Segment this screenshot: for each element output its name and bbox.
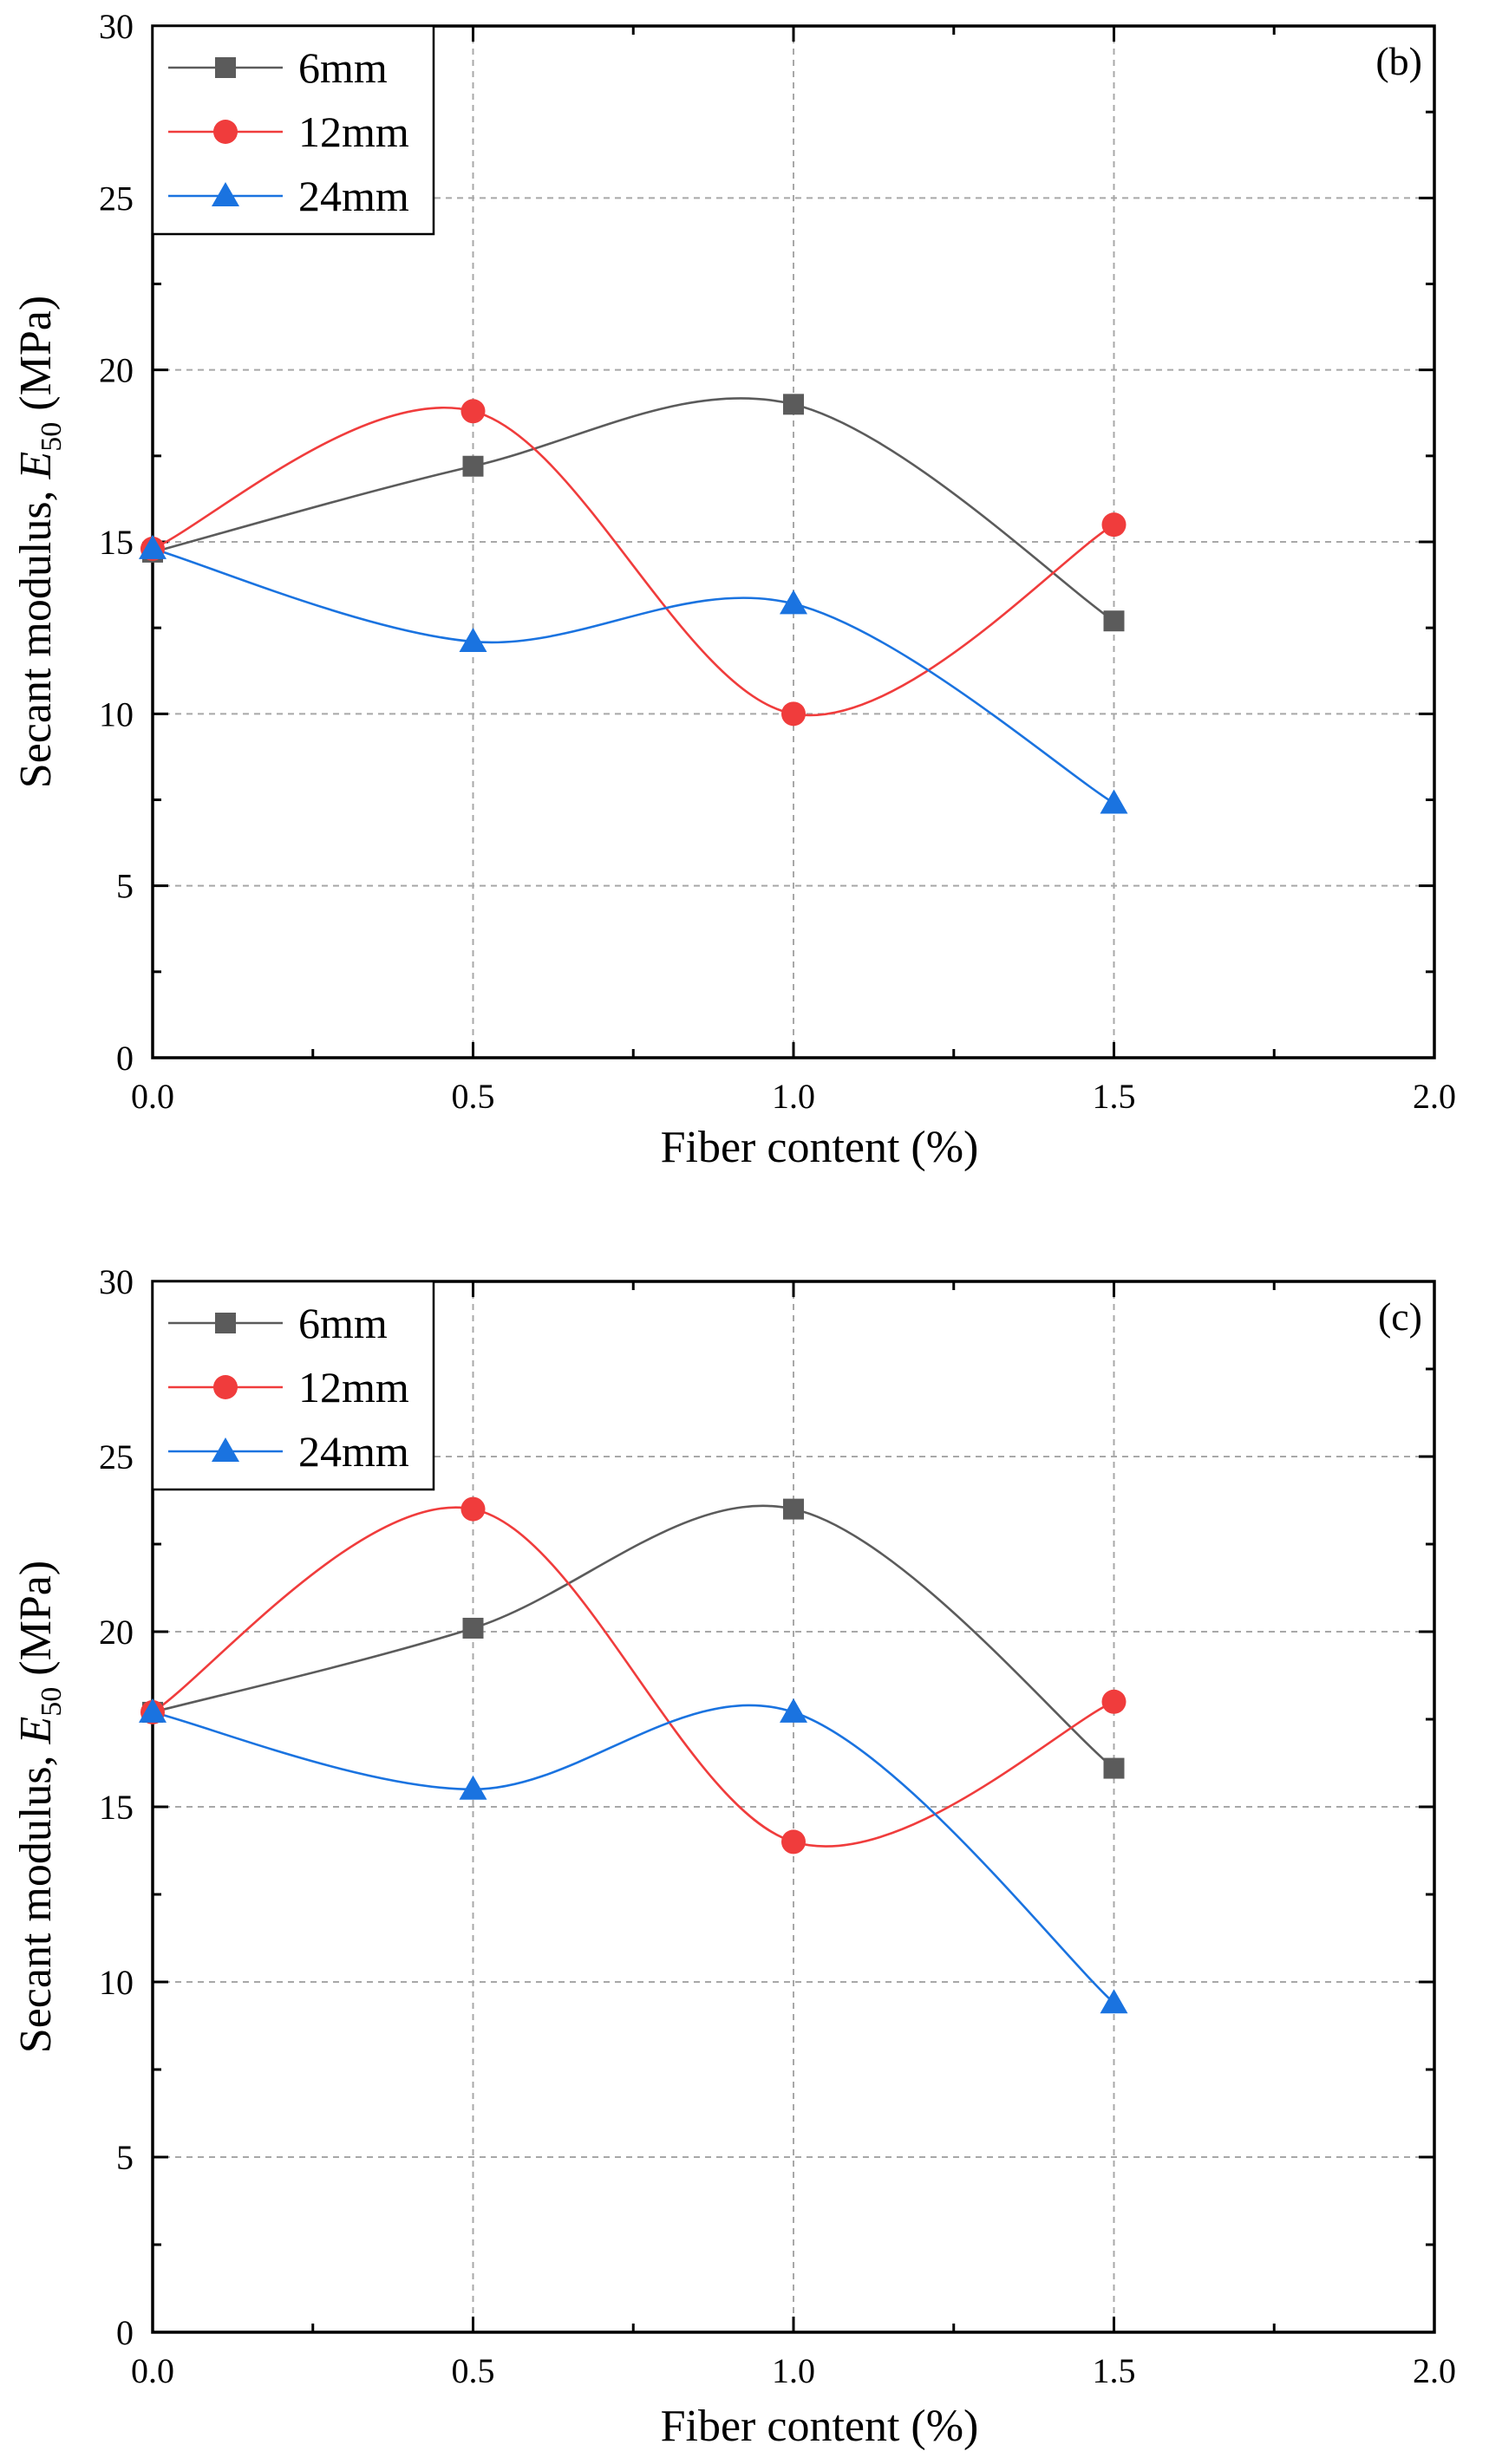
x-axis-label: Fiber content (%) <box>661 2402 979 2451</box>
y-axis-label-suffix: (MPa) <box>11 296 61 422</box>
x-tick-label: 0.5 <box>452 2351 495 2390</box>
data-point-12mm <box>1101 1689 1127 1714</box>
x-tick-label: 0.0 <box>131 2351 174 2390</box>
series-line-6mm <box>152 397 1115 623</box>
y-tick-label: 0 <box>116 2313 134 2352</box>
x-tick-label: 1.5 <box>1093 2351 1136 2390</box>
legend-marker-12mm <box>213 1375 238 1399</box>
series-line-12mm <box>152 406 1115 717</box>
x-tick-label: 0.0 <box>131 1077 174 1116</box>
data-point-24mm <box>780 590 807 615</box>
legend-label-12mm: 12mm <box>298 108 409 156</box>
data-point-12mm <box>781 701 806 727</box>
legend-label-24mm: 24mm <box>298 1427 409 1476</box>
x-tick-label: 2.0 <box>1413 1077 1456 1116</box>
x-tick-label: 1.5 <box>1093 1077 1136 1116</box>
legend-marker-12mm <box>213 120 238 144</box>
y-tick-label: 30 <box>99 1262 134 1301</box>
y-tick-label: 20 <box>99 351 134 390</box>
data-point-6mm <box>1103 610 1125 632</box>
data-point-6mm <box>783 394 804 415</box>
legend-box <box>151 1280 435 1491</box>
data-point-6mm <box>462 1617 484 1639</box>
legend-label-6mm: 6mm <box>298 43 388 92</box>
chart-panel-c: 0.0 0.5 1.0 1.5 2.0 0 5 10 15 20 25 30 Fiber content… <box>11 1262 1456 2451</box>
series-line-12mm <box>152 1506 1115 1848</box>
x-tick-label: 2.0 <box>1413 2351 1456 2390</box>
data-point-6mm <box>462 455 484 477</box>
legend-label-12mm: 12mm <box>298 1363 409 1411</box>
legend-marker-24mm <box>212 182 239 206</box>
y-tick-label: 5 <box>116 2138 134 2177</box>
x-tick-label: 1.0 <box>772 2351 815 2390</box>
legend-marker-24mm <box>212 1437 239 1462</box>
x-tick-label: 0.5 <box>452 1077 495 1116</box>
legend-label-6mm: 6mm <box>298 1299 388 1347</box>
data-point-24mm <box>139 1698 167 1723</box>
legend-box <box>151 24 435 236</box>
series-line-24mm <box>152 1704 1115 2004</box>
data-point-6mm <box>1103 1757 1125 1779</box>
legend-label-24mm: 24mm <box>298 172 409 220</box>
data-point-24mm <box>1100 789 1128 814</box>
y-axis-label-var: E <box>11 452 61 480</box>
legend-marker-6mm <box>215 57 236 78</box>
y-tick-label: 15 <box>99 1788 134 1827</box>
y-tick-label: 0 <box>116 1039 134 1078</box>
y-axis-label-var: E <box>11 1717 61 1745</box>
legend-marker-6mm <box>215 1313 236 1333</box>
data-point-24mm <box>780 1698 807 1723</box>
data-point-24mm <box>1100 1989 1128 2014</box>
data-point-12mm <box>460 1496 486 1522</box>
y-axis-label: Secant modulus, E50 (MPa) <box>11 296 68 788</box>
y-tick-label: 10 <box>99 1963 134 2002</box>
x-tick-label: 1.0 <box>772 1077 815 1116</box>
panel-label: (b) <box>1375 39 1422 83</box>
y-tick-label: 30 <box>99 7 134 46</box>
y-tick-label: 5 <box>116 867 134 906</box>
data-point-12mm <box>781 1829 806 1855</box>
y-axis-label-prefix: Secant modulus, <box>11 1744 61 2053</box>
data-point-24mm <box>139 534 167 559</box>
legend: 6mm 12mm 24mm <box>151 24 435 236</box>
y-axis-label-sub: 50 <box>36 422 68 452</box>
chart-panel-b: 0.0 0.5 1.0 1.5 2.0 0 5 10 15 20 25 30 Fiber content… <box>11 7 1456 1172</box>
y-tick-label: 20 <box>99 1613 134 1652</box>
y-tick-label: 25 <box>99 179 134 218</box>
y-tick-label: 10 <box>99 694 134 733</box>
data-point-6mm <box>783 1498 804 1520</box>
data-point-24mm <box>459 628 487 653</box>
data-point-12mm <box>1101 512 1127 538</box>
data-point-12mm <box>460 399 486 424</box>
y-tick-label: 25 <box>99 1437 134 1476</box>
y-axis-label-sub: 50 <box>36 1687 68 1717</box>
series-line-24mm <box>152 547 1115 805</box>
y-axis-label: Secant modulus, E50 (MPa) <box>11 1561 68 2053</box>
y-tick-label: 15 <box>99 523 134 562</box>
panel-label: (c) <box>1378 1294 1422 1339</box>
x-axis-label: Fiber content (%) <box>661 1123 979 1172</box>
legend: 6mm 12mm 24mm <box>151 1280 435 1491</box>
series-line-6mm <box>152 1504 1115 1770</box>
y-axis-label-prefix: Secant modulus, <box>11 479 61 788</box>
data-point-24mm <box>459 1775 487 1800</box>
y-axis-label-suffix: (MPa) <box>11 1561 61 1687</box>
